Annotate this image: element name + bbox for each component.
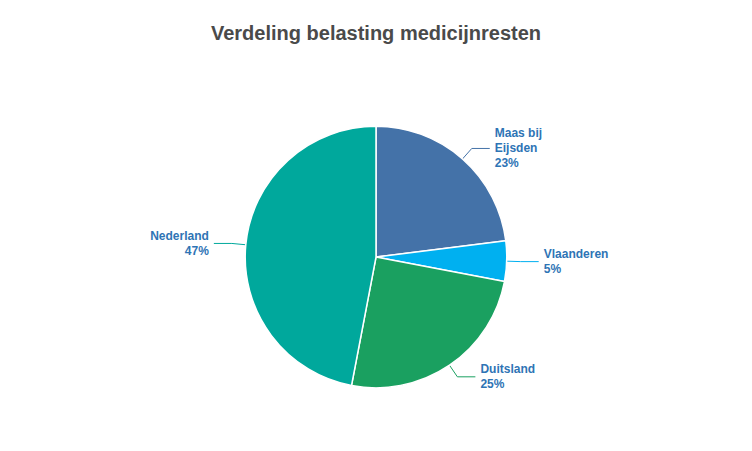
svg-text:Duitsland: Duitsland <box>480 362 535 376</box>
svg-text:25%: 25% <box>480 377 504 391</box>
svg-text:Vlaanderen: Vlaanderen <box>544 247 609 261</box>
svg-text:Eijsden: Eijsden <box>495 141 538 155</box>
svg-text:Verdeling belasting medicijnre: Verdeling belasting medicijnresten <box>211 22 541 44</box>
svg-text:23%: 23% <box>495 156 519 170</box>
svg-text:Maas bij: Maas bij <box>495 126 542 140</box>
svg-text:Nederland: Nederland <box>150 229 209 243</box>
svg-text:47%: 47% <box>185 244 209 258</box>
svg-text:5%: 5% <box>544 262 562 276</box>
